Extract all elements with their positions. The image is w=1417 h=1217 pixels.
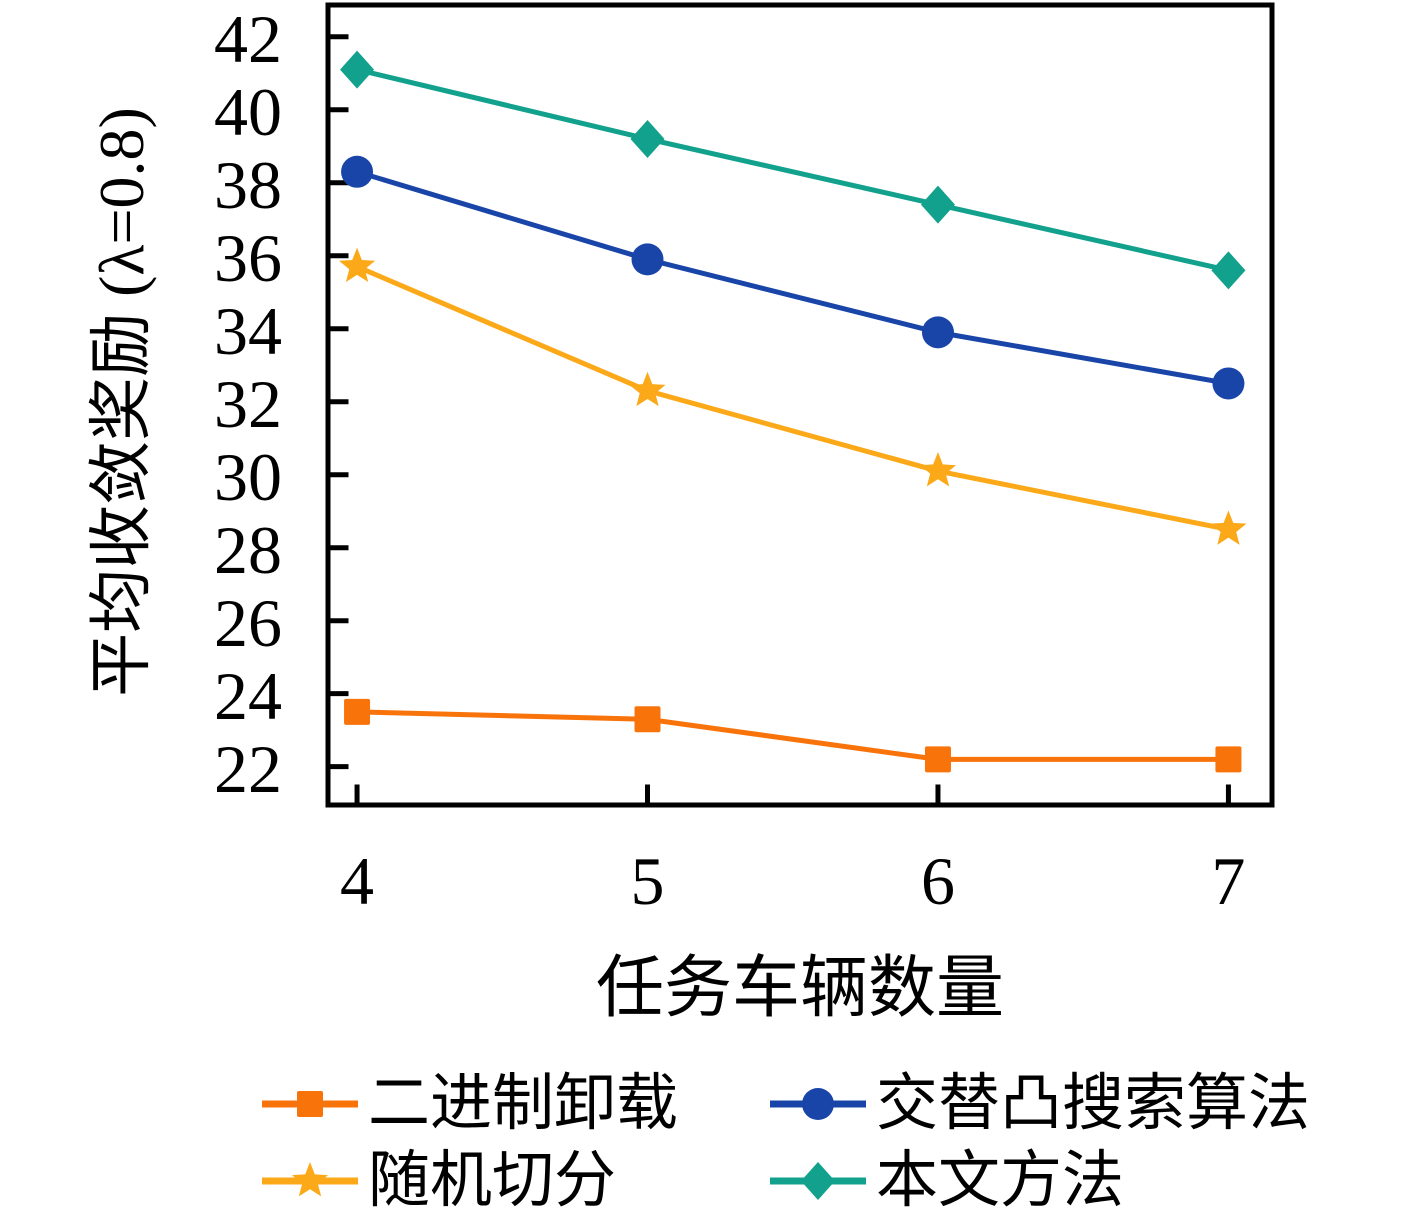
square-marker <box>634 706 661 733</box>
plot-area <box>325 2 1275 808</box>
x-axis-label: 任务车辆数量 <box>595 950 1004 1026</box>
star-marker <box>919 452 957 487</box>
legend-key-square <box>262 1091 358 1117</box>
star-marker <box>1210 510 1247 545</box>
legend-key-diamond <box>770 1162 866 1200</box>
series-line-0 <box>354 709 1231 762</box>
y-tick-label: 22 <box>214 730 282 807</box>
star-marker <box>338 247 376 283</box>
series-line-2 <box>354 264 1231 532</box>
y-tick-label: 34 <box>214 292 282 369</box>
x-tick-label: 5 <box>630 843 665 919</box>
series-line-1 <box>354 169 1231 386</box>
star-marker <box>291 1162 329 1197</box>
x-tick-label: 6 <box>920 843 955 919</box>
circle-marker <box>631 243 664 276</box>
diamond-marker <box>340 50 375 89</box>
x-tick-label: 4 <box>340 843 375 919</box>
diamond-marker <box>920 185 955 224</box>
circle-marker <box>802 1088 834 1120</box>
y-tick-label: 42 <box>214 0 282 77</box>
y-tick-label: 24 <box>214 657 282 734</box>
y-tick-label: 30 <box>214 438 282 515</box>
x-tick-label: 7 <box>1211 843 1246 919</box>
y-tick-label: 36 <box>214 219 282 296</box>
y-tick-label: 38 <box>214 146 282 223</box>
legend-label: 交替凸搜索算法 <box>876 1070 1311 1138</box>
square-marker <box>344 698 371 725</box>
circle-marker <box>1212 367 1245 400</box>
y-tick-label: 40 <box>214 73 282 150</box>
legend-key-circle <box>770 1088 866 1120</box>
diamond-marker <box>801 1162 835 1200</box>
legend-item-2: 随机切分 <box>262 1144 616 1217</box>
legend-label: 二进制卸载 <box>368 1070 679 1138</box>
square-marker <box>297 1091 323 1117</box>
y-tick-label: 32 <box>214 365 282 442</box>
star-marker <box>629 371 666 407</box>
circle-marker <box>341 155 374 188</box>
legend-label: 随机切分 <box>368 1147 617 1215</box>
legend-item-1: 交替凸搜索算法 <box>770 1067 1310 1141</box>
legend-item-0: 二进制卸载 <box>262 1067 678 1141</box>
legend-item-3: 本文方法 <box>770 1144 1124 1217</box>
square-marker <box>924 746 951 773</box>
legend-label: 本文方法 <box>876 1147 1125 1215</box>
diamond-marker <box>1211 251 1246 290</box>
axes-frame <box>325 2 1275 808</box>
square-marker <box>1215 746 1242 773</box>
y-tick-label: 28 <box>214 511 282 588</box>
diamond-marker <box>630 119 665 158</box>
y-tick-label: 26 <box>214 584 282 661</box>
series-line-3 <box>354 67 1231 273</box>
circle-marker <box>921 316 954 349</box>
legend-key-star <box>262 1162 358 1197</box>
